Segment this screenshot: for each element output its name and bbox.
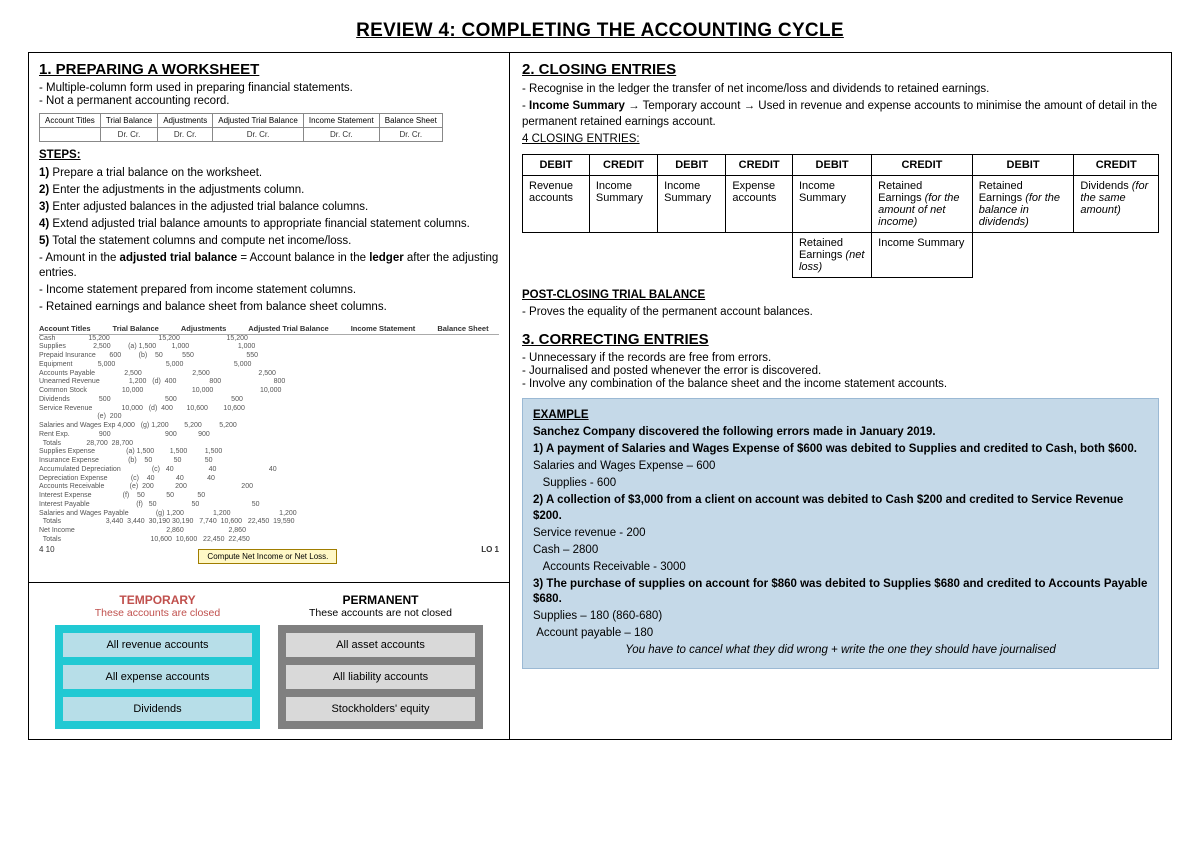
example-footnote: You have to cancel what they did wrong +…	[533, 643, 1148, 659]
permanent-account-item: Stockholders' equity	[286, 697, 475, 721]
left-column: 1. PREPARING A WORKSHEET Multiple-column…	[29, 53, 510, 739]
steps-label: STEPS:	[39, 148, 499, 164]
temporary-accounts-box: TEMPORARY These accounts are closed All …	[55, 593, 260, 729]
steps-list: 1) Prepare a trial balance on the worksh…	[39, 166, 499, 250]
example-box: EXAMPLE Sanchez Company discovered the f…	[522, 398, 1159, 670]
example-body: Sanchez Company discovered the following…	[533, 425, 1148, 642]
post-closing-heading: POST-CLOSING TRIAL BALANCE	[522, 288, 1159, 304]
page-title: REVIEW 4: COMPLETING THE ACCOUNTING CYCL…	[28, 20, 1172, 42]
section3-bullets: Unnecessary if the records are free from…	[522, 352, 1159, 390]
section1-bullets: Multiple-column form used in preparing f…	[39, 82, 499, 107]
temp-perm-panel: TEMPORARY These accounts are closed All …	[29, 582, 509, 739]
section1-heading: 1. PREPARING A WORKSHEET	[39, 61, 499, 78]
permanent-accounts-box: PERMANENT These accounts are not closed …	[278, 593, 483, 729]
temporary-account-item: All revenue accounts	[63, 633, 252, 657]
permanent-heading: PERMANENT	[278, 593, 483, 607]
main-frame: 1. PREPARING A WORKSHEET Multiple-column…	[28, 52, 1172, 740]
right-column: 2. CLOSING ENTRIES - Recognise in the le…	[510, 53, 1171, 739]
permanent-account-item: All liability accounts	[286, 665, 475, 689]
compute-net-income-button: Compute Net Income or Net Loss.	[198, 549, 337, 564]
closing-entries-table: DEBITCREDITDEBITCREDITDEBITCREDITDEBITCR…	[522, 154, 1159, 278]
temporary-account-item: Dividends	[63, 697, 252, 721]
section2-heading: 2. CLOSING ENTRIES	[522, 61, 1159, 78]
temporary-subheading: These accounts are closed	[55, 607, 260, 619]
lo-label: LO 1	[481, 545, 499, 554]
worksheet-header-table: Account TitlesTrial BalanceAdjustmentsAd…	[39, 113, 443, 142]
four-closing-label: 4 CLOSING ENTRIES:	[522, 132, 1159, 148]
permanent-account-item: All asset accounts	[286, 633, 475, 657]
post-closing-bullet: - Proves the equality of the permanent a…	[522, 305, 1159, 321]
worksheet-figure: Account TitlesTrial BalanceAdjustmentsAd…	[39, 324, 499, 564]
section1-notes: - Amount in the adjusted trial balance =…	[39, 251, 499, 316]
section2-bullets: - Recognise in the ledger the transfer o…	[522, 82, 1159, 130]
permanent-subheading: These accounts are not closed	[278, 607, 483, 619]
example-title: EXAMPLE	[533, 408, 1148, 424]
temporary-account-item: All expense accounts	[63, 665, 252, 689]
temporary-heading: TEMPORARY	[55, 593, 260, 607]
section3-heading: 3. CORRECTING ENTRIES	[522, 331, 1159, 348]
